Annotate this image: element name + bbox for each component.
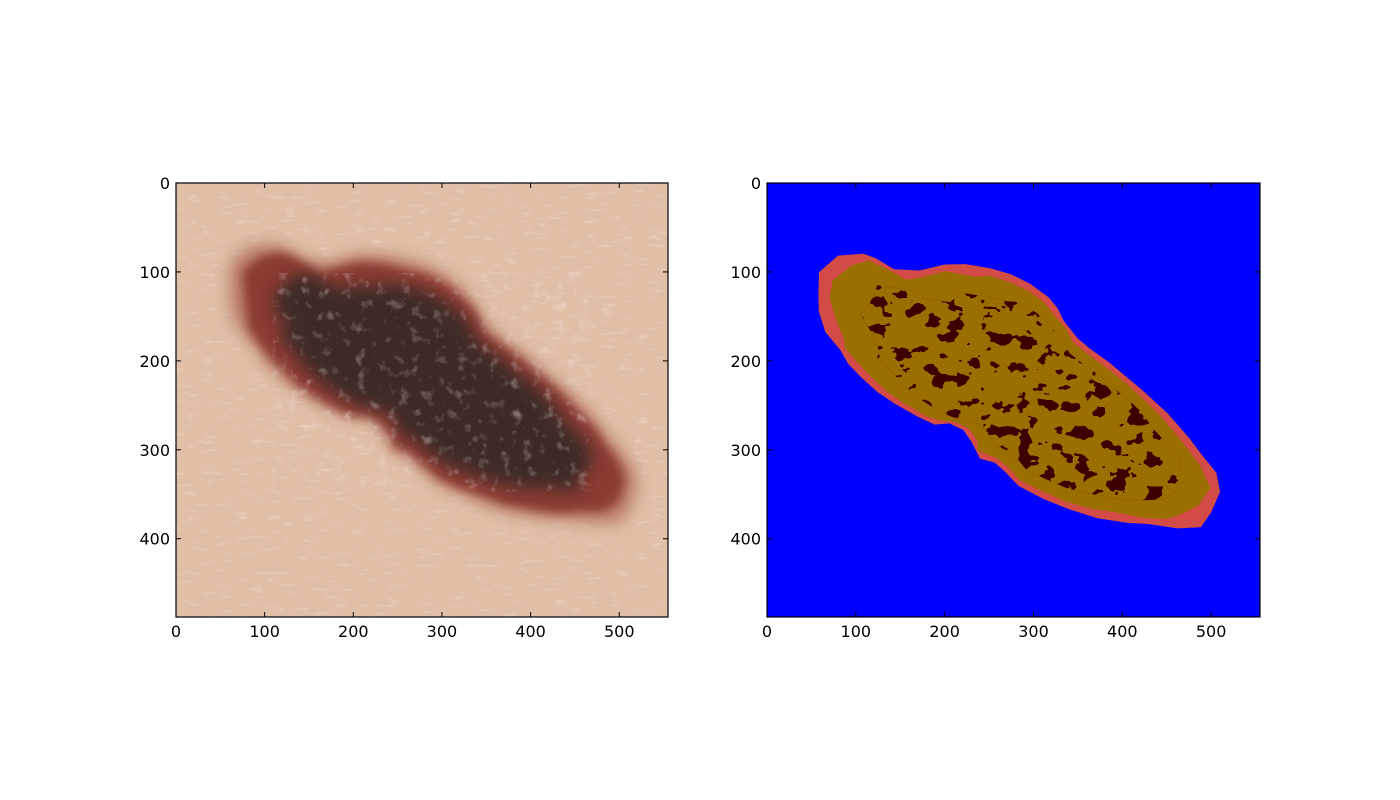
right-xtick-label: 300 (1018, 622, 1049, 641)
right-xtick-label: 0 (762, 622, 772, 641)
left-axes-frame (175, 182, 669, 618)
right-xtick-label: 200 (929, 622, 960, 641)
lesion-texture (272, 273, 593, 492)
left-ytick-label: 100 (139, 263, 170, 282)
left-xtick-label: 0 (171, 622, 181, 641)
right-xtick-label: 500 (1196, 622, 1227, 641)
left-ytick-label: 400 (139, 530, 170, 549)
original-image (176, 183, 668, 617)
right-xtick-label: 400 (1107, 622, 1138, 641)
left-ticks: 0 100 200 300 400 500 0 100 200 300 400 (139, 174, 668, 641)
right-ytick-label: 0 (751, 174, 761, 193)
right-ticks: 0 100 200 300 400 500 0 100 200 300 400 (730, 174, 1260, 641)
right-ytick-label: 400 (730, 530, 761, 549)
left-ytick-label: 0 (160, 174, 170, 193)
left-xtick-label: 500 (604, 622, 635, 641)
right-xtick-label: 100 (841, 622, 872, 641)
left-xtick-label: 200 (338, 622, 369, 641)
right-ytick-label: 100 (730, 263, 761, 282)
left-xtick-label: 300 (427, 622, 458, 641)
right-ytick-label: 300 (730, 441, 761, 460)
left-ytick-label: 300 (139, 441, 170, 460)
right-axes-frame (766, 182, 1261, 618)
right-ytick-label: 200 (730, 352, 761, 371)
left-xtick-label: 400 (515, 622, 546, 641)
left-xtick-label: 100 (249, 622, 280, 641)
segmentation-image (767, 183, 1260, 617)
left-panel: 0 100 200 300 400 500 0 100 200 300 400 (139, 174, 669, 641)
right-panel: 0 100 200 300 400 500 0 100 200 300 400 (730, 174, 1261, 641)
left-ytick-label: 200 (139, 352, 170, 371)
